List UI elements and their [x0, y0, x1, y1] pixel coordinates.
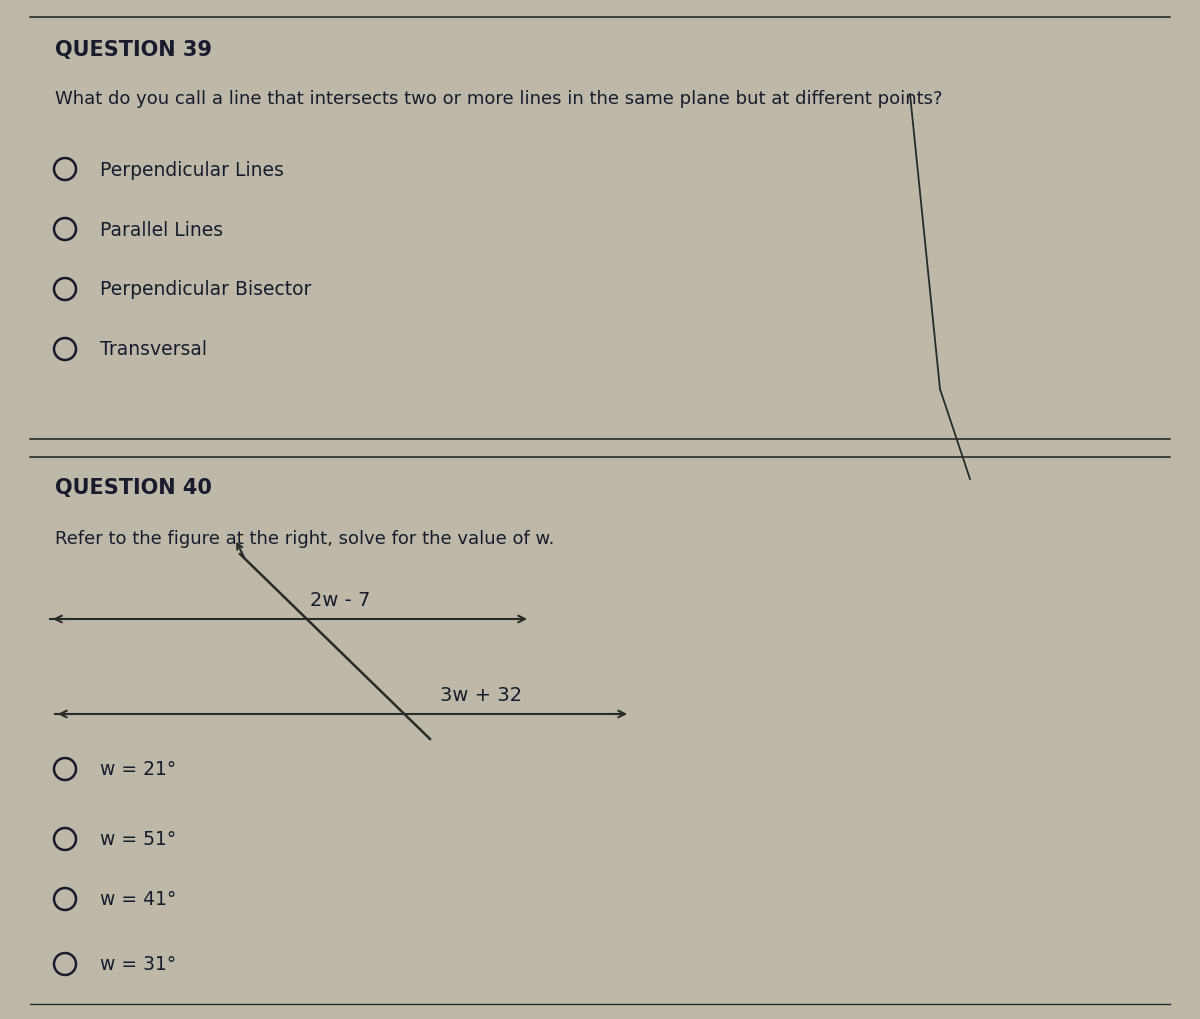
Text: QUESTION 40: QUESTION 40 [55, 478, 212, 497]
Text: 3w + 32: 3w + 32 [440, 686, 522, 704]
Text: QUESTION 39: QUESTION 39 [55, 40, 212, 60]
Text: 2w - 7: 2w - 7 [310, 590, 371, 609]
Text: w = 31°: w = 31° [100, 955, 176, 973]
Text: w = 51°: w = 51° [100, 829, 176, 849]
Text: w = 21°: w = 21° [100, 760, 176, 779]
Text: Perpendicular Bisector: Perpendicular Bisector [100, 280, 311, 300]
Text: Refer to the figure at the right, solve for the value of w.: Refer to the figure at the right, solve … [55, 530, 554, 547]
Text: Perpendicular Lines: Perpendicular Lines [100, 160, 284, 179]
Text: w = 41°: w = 41° [100, 890, 176, 909]
Text: What do you call a line that intersects two or more lines in the same plane but : What do you call a line that intersects … [55, 90, 942, 108]
Text: Transversal: Transversal [100, 340, 208, 359]
Text: Parallel Lines: Parallel Lines [100, 220, 223, 239]
